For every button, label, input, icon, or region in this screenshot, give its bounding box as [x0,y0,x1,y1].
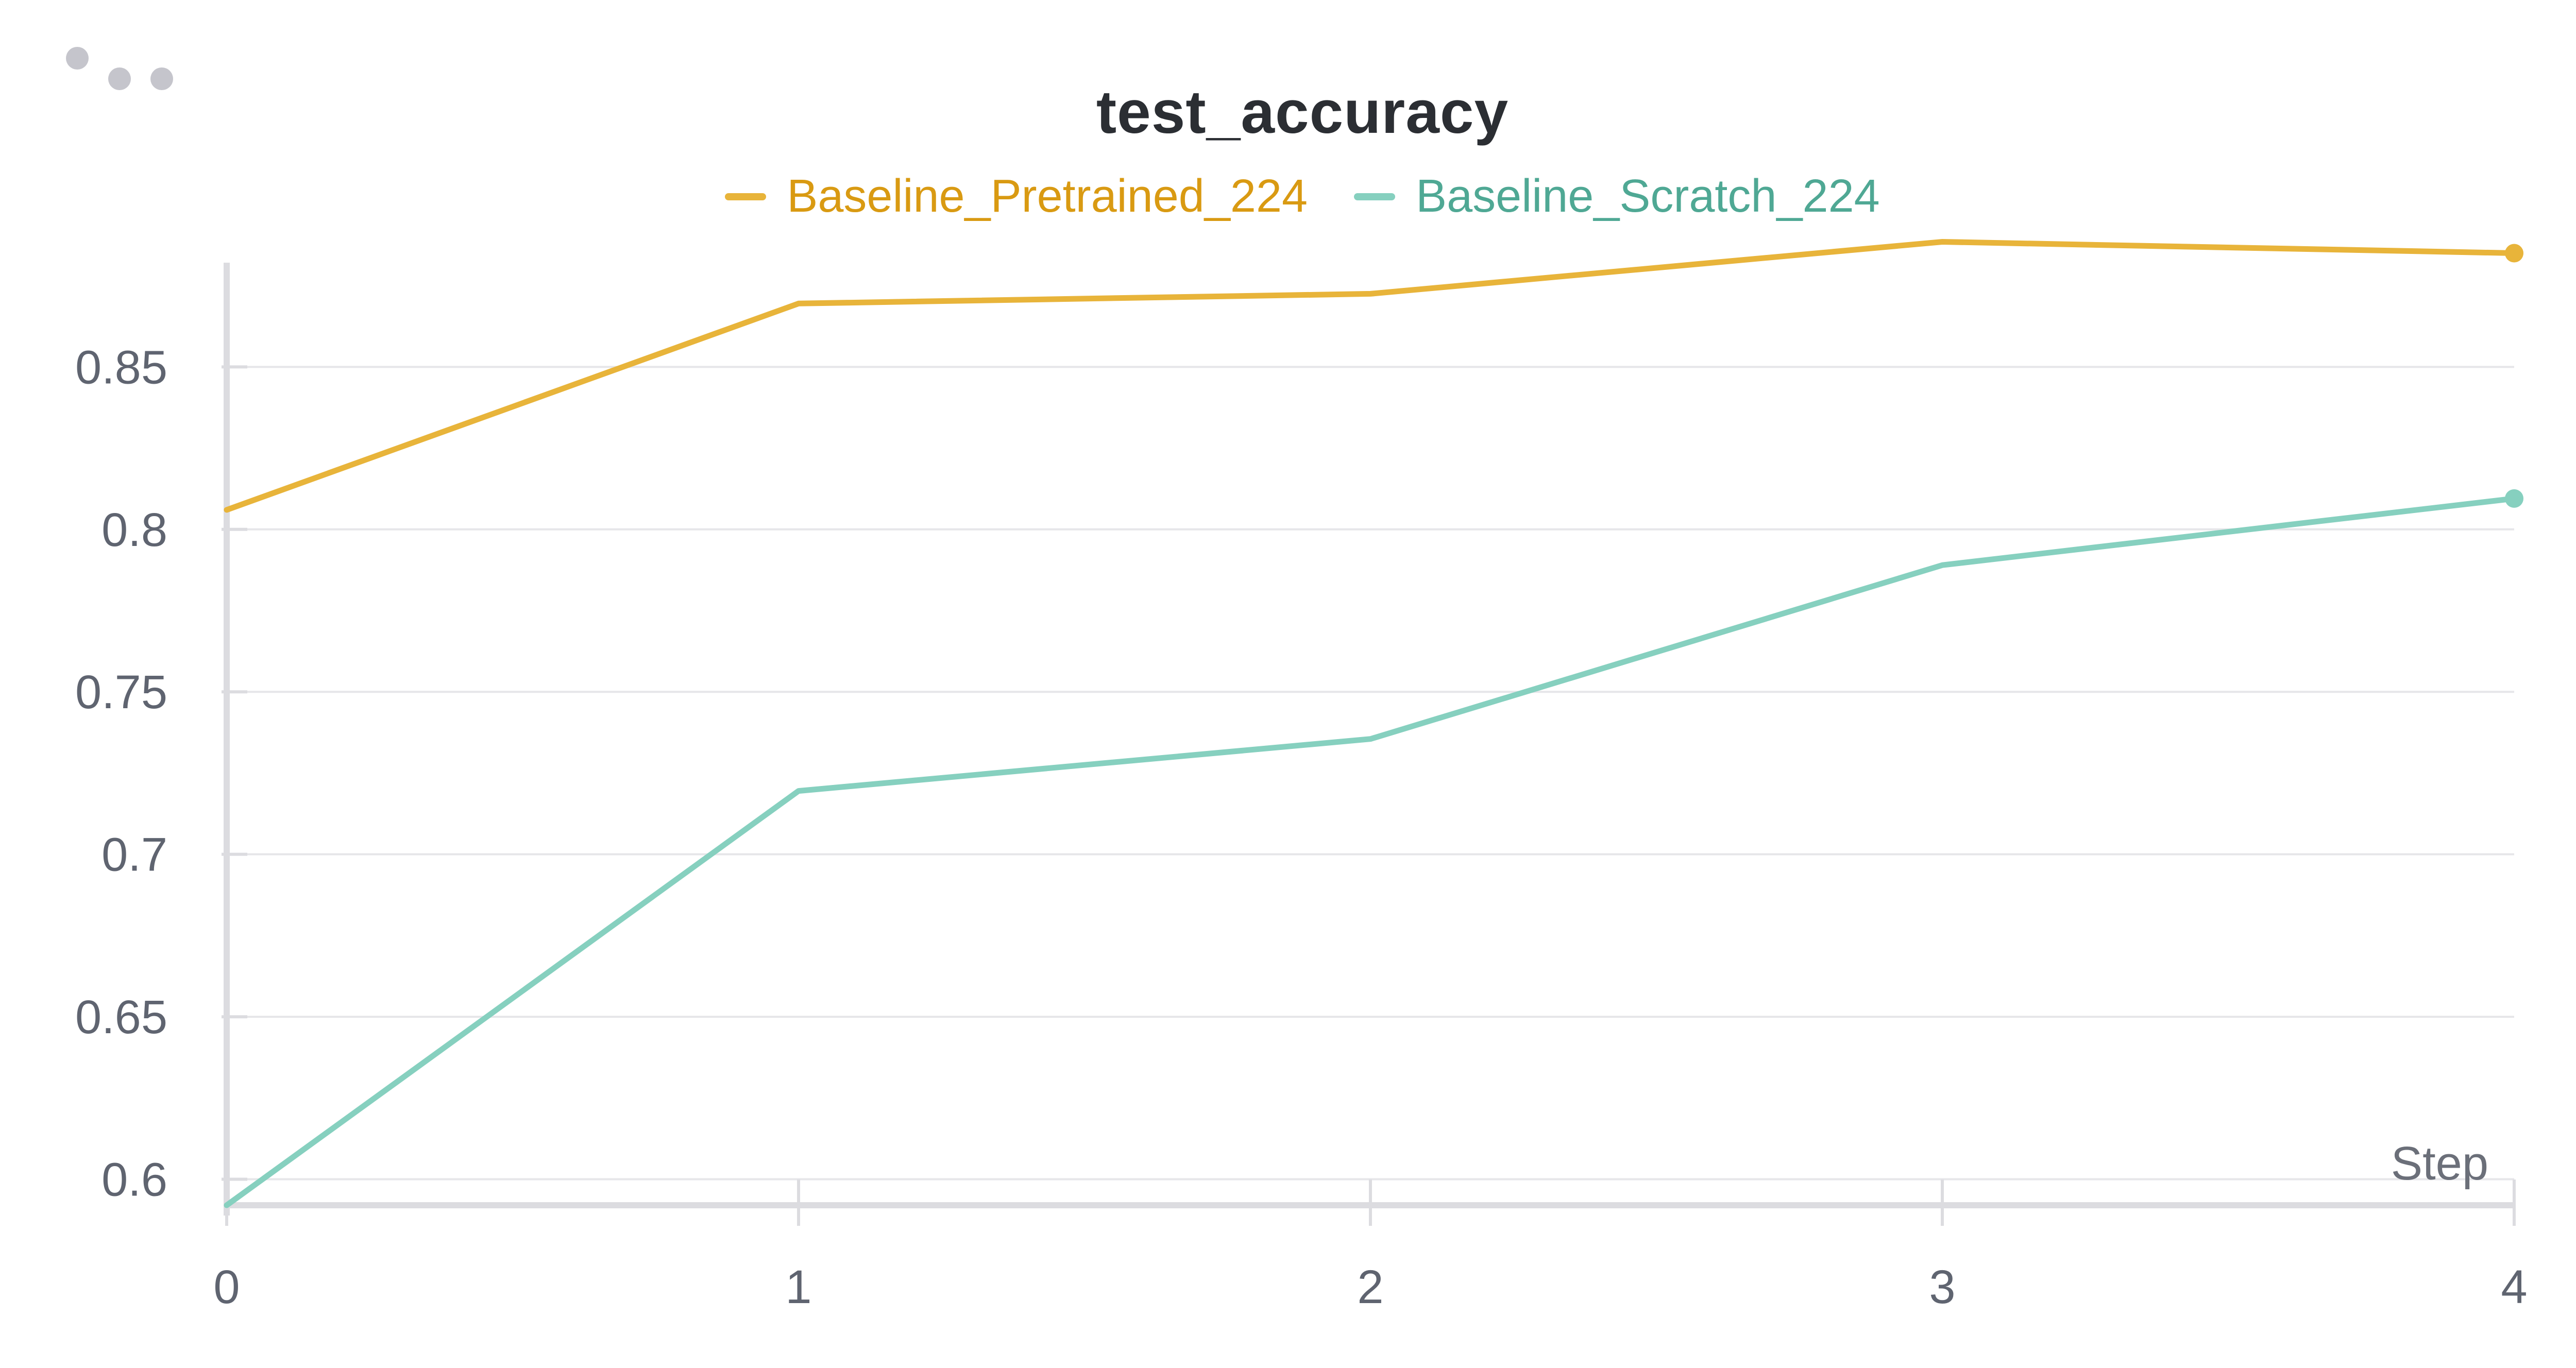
legend-item-series-0[interactable]: Baseline_Pretrained_224 [725,170,1308,223]
tick-labels: 0.6 0.65 0.7 0.75 0.8 0.85 0 1 2 3 4 Step [75,341,2528,1313]
x-tick-label: 3 [1929,1261,1955,1313]
x-axis-title: Step [2391,1137,2488,1190]
legend-label-series-1: Baseline_Scratch_224 [1416,170,1880,222]
grid-lines [227,366,2514,1181]
series-end-marker-0 [2505,244,2523,263]
legend-label-series-0: Baseline_Pretrained_224 [787,170,1308,222]
y-tick-label: 0.85 [75,341,167,394]
y-tick-label: 0.6 [101,1154,167,1206]
x-tick-label: 1 [785,1261,811,1313]
y-tick-label: 0.8 [101,504,167,556]
more-horizontal-icon[interactable] [62,44,185,95]
series-lines [224,239,2523,1208]
x-tick-label: 4 [2501,1261,2527,1313]
legend-item-series-1[interactable]: Baseline_Scratch_224 [1354,170,1880,223]
y-tick-label: 0.75 [75,666,167,719]
x-tick-label: 0 [213,1261,240,1313]
legend-swatch-series-1 [1354,193,1396,200]
axes [222,263,2516,1226]
y-tick-label: 0.7 [101,829,167,881]
series-end-marker-1 [2505,489,2523,508]
legend-swatch-series-0 [725,193,767,200]
chart-legend: Baseline_Pretrained_224 Baseline_Scratch… [0,170,2576,223]
series-line-1 [224,495,2517,1208]
series-line-0 [224,239,2517,513]
y-tick-label: 0.65 [75,991,167,1044]
chart-title: test_accuracy [1096,78,1509,146]
x-tick-label: 2 [1357,1261,1383,1313]
